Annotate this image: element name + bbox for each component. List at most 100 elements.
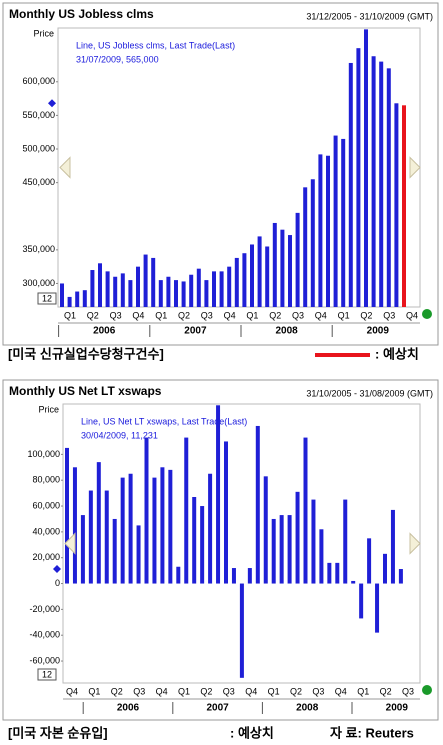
legend-text: 30/04/2009, 11,231 <box>81 430 158 440</box>
bar <box>65 447 69 584</box>
year-label: 2006 <box>117 703 140 714</box>
status-dot <box>422 309 432 319</box>
y-tick-label: 300,000 <box>22 278 55 288</box>
bar <box>303 437 308 584</box>
bar <box>319 529 324 584</box>
year-label: 2009 <box>386 703 409 714</box>
bar <box>212 271 216 307</box>
source: 자 료: Reuters <box>330 725 414 740</box>
legend-text: 31/07/2009, 565,000 <box>76 54 159 64</box>
scroll-left <box>59 156 71 179</box>
bar <box>364 29 368 308</box>
x-tick-label: Q4 <box>245 686 257 696</box>
bar <box>143 254 148 307</box>
bar <box>200 506 205 584</box>
bar <box>335 562 340 584</box>
bar <box>113 276 118 307</box>
bar <box>128 280 133 307</box>
chart-title: Monthly US Net LT xswaps <box>9 384 162 398</box>
status-dot <box>422 685 432 695</box>
bar <box>287 515 292 584</box>
scroll-left <box>64 532 76 555</box>
bar <box>160 467 165 584</box>
forecast-bar <box>402 105 406 307</box>
bar <box>192 497 197 584</box>
y-tick-label: 0 <box>55 578 60 588</box>
bar <box>247 568 252 584</box>
bar <box>311 499 316 584</box>
x-tick-label: Q3 <box>312 686 324 696</box>
y-tick-label: 500,000 <box>22 143 55 153</box>
bar <box>88 490 93 584</box>
x-tick-label: Q2 <box>380 686 392 696</box>
bar <box>184 437 189 584</box>
bar <box>80 515 85 584</box>
y-tick-label: 100,000 <box>27 449 60 459</box>
x-tick-label: Q4 <box>224 310 236 320</box>
x-tick-label: Q3 <box>292 310 304 320</box>
bar <box>288 235 292 307</box>
x-tick-label: Q1 <box>178 686 190 696</box>
x-tick-label: Q1 <box>64 310 76 320</box>
x-tick-label: Q1 <box>338 310 350 320</box>
bar <box>390 509 395 584</box>
bar <box>112 518 117 584</box>
bar <box>333 135 338 307</box>
y-tick-label: 350,000 <box>22 244 55 254</box>
bar <box>239 583 244 678</box>
bar <box>168 469 173 584</box>
date-range: 31/10/2005 - 31/08/2009 (GMT) <box>306 388 433 398</box>
x-tick-label: Q2 <box>360 310 372 320</box>
bar <box>67 296 72 307</box>
bar <box>152 477 157 584</box>
bar <box>263 476 268 584</box>
bar <box>174 280 178 307</box>
x-tick-label: Q4 <box>132 310 144 320</box>
bar <box>367 538 372 584</box>
caption: [미국 자본 순유입] <box>8 725 108 740</box>
bar <box>128 473 133 584</box>
x-tick-label: Q2 <box>290 686 302 696</box>
bar <box>72 467 77 584</box>
x-tick-label: Q1 <box>268 686 280 696</box>
bar <box>310 179 315 307</box>
y-tick-label: 80,000 <box>32 475 60 485</box>
bar <box>343 499 348 584</box>
bar <box>398 569 403 584</box>
x-tick-label: Q3 <box>110 310 122 320</box>
last-value-marker <box>48 99 56 108</box>
x-tick-label: Q1 <box>155 310 167 320</box>
bar <box>96 462 101 584</box>
bar <box>327 562 332 584</box>
zoom-label: 12 <box>42 293 52 303</box>
scroll-right <box>409 532 421 555</box>
bar <box>231 568 236 584</box>
zoom-label: 12 <box>42 669 52 679</box>
bar <box>234 257 239 307</box>
y-tick-label: -20,000 <box>29 604 60 614</box>
bar <box>136 525 141 584</box>
y-tick-label: 600,000 <box>22 76 55 86</box>
zoom-box <box>37 668 57 681</box>
x-tick-label: Q3 <box>201 310 213 320</box>
x-tick-label: Q1 <box>357 686 369 696</box>
bar <box>196 268 201 307</box>
bar <box>375 583 380 633</box>
y-tick-label: 20,000 <box>32 552 60 562</box>
x-tick-label: Q2 <box>200 686 212 696</box>
x-tick-label: Q4 <box>66 686 78 696</box>
bar <box>208 473 213 584</box>
forecast-legend-label: : 예상치 <box>230 725 274 740</box>
y-tick-label: -60,000 <box>29 655 60 665</box>
bar <box>379 61 384 307</box>
legend-text: Line, US Jobless clms, Last Trade(Last) <box>76 40 235 50</box>
bar <box>189 274 194 307</box>
forecast-legend-label: : 예상치 <box>375 346 419 361</box>
x-tick-label: Q1 <box>88 686 100 696</box>
bar <box>255 425 260 584</box>
x-tick-label: Q2 <box>87 310 99 320</box>
bar <box>295 491 300 584</box>
bar <box>82 290 87 307</box>
x-tick-label: Q3 <box>223 686 235 696</box>
chart-title: Monthly US Jobless clms <box>9 7 154 21</box>
